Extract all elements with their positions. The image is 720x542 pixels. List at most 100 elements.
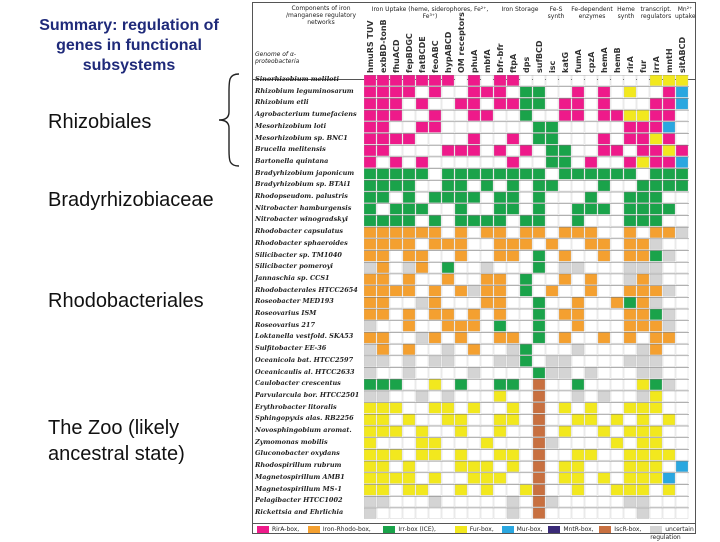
matrix-cell <box>441 379 455 391</box>
matrix-cell <box>519 472 533 484</box>
matrix-cell <box>467 250 481 262</box>
matrix-cell <box>558 75 572 86</box>
matrix-cell <box>415 180 429 192</box>
matrix-cell <box>454 343 468 355</box>
matrix-cell <box>376 145 390 157</box>
matrix-cell <box>467 75 481 86</box>
matrix-cell <box>480 437 494 449</box>
matrix-cell <box>636 156 650 168</box>
matrix-cell <box>493 367 507 379</box>
matrix-cell <box>597 203 611 215</box>
matrix-cell <box>519 273 533 285</box>
matrix-cell <box>636 238 650 250</box>
matrix-cell <box>480 332 494 344</box>
matrix-cell <box>364 297 377 309</box>
matrix-cell <box>441 250 455 262</box>
matrix-cell <box>454 168 468 180</box>
matrix-cell <box>571 496 585 508</box>
matrix-cell <box>545 402 559 414</box>
column-label: isc <box>548 60 557 73</box>
matrix-cell <box>402 437 416 449</box>
matrix-cell <box>675 86 689 98</box>
matrix-cell <box>532 437 546 449</box>
matrix-cell <box>545 496 559 508</box>
legend-label: IscR-box, <box>614 526 642 533</box>
matrix-cell <box>402 180 416 192</box>
matrix-cell <box>597 320 611 332</box>
matrix-cell <box>623 262 637 274</box>
matrix-cell <box>364 191 377 203</box>
matrix-cell <box>428 121 442 133</box>
matrix-cell <box>428 449 442 461</box>
matrix-cell <box>636 472 650 484</box>
matrix-cell <box>389 449 403 461</box>
matrix-cell <box>571 133 585 145</box>
matrix-cell <box>519 250 533 262</box>
matrix-cell <box>506 507 520 519</box>
matrix-cell <box>558 250 572 262</box>
matrix-cell <box>454 109 468 121</box>
matrix-cell <box>415 472 429 484</box>
matrix-cell <box>662 121 676 133</box>
matrix-cell <box>519 484 533 496</box>
matrix-cell <box>467 496 481 508</box>
matrix-cell <box>649 460 663 472</box>
iron-storage-caption: Iron Storage <box>501 6 539 13</box>
matrix-cell <box>402 75 416 86</box>
matrix-cell <box>519 215 533 227</box>
matrix-cell <box>649 273 663 285</box>
matrix-cell <box>571 367 585 379</box>
matrix-cell <box>493 262 507 274</box>
matrix-cell <box>532 226 546 238</box>
matrix-cell <box>415 285 429 297</box>
matrix-cell <box>662 145 676 157</box>
matrix-cell <box>649 425 663 437</box>
matrix-cell <box>506 133 520 145</box>
matrix-cell <box>415 449 429 461</box>
matrix-cell <box>532 250 546 262</box>
matrix-cell <box>532 414 546 426</box>
matrix-cell <box>532 109 546 121</box>
matrix-cell <box>376 75 390 86</box>
matrix-cell <box>493 308 507 320</box>
matrix-cell <box>662 460 676 472</box>
matrix-cell <box>480 402 494 414</box>
matrix-cell <box>675 414 689 426</box>
matrix-cell <box>389 379 403 391</box>
matrix-cell <box>428 472 442 484</box>
matrix-cell <box>610 414 624 426</box>
matrix-cell <box>389 156 403 168</box>
matrix-cell <box>389 191 403 203</box>
matrix-cell <box>584 484 598 496</box>
matrix-cell <box>571 238 585 250</box>
matrix-cell <box>558 238 572 250</box>
matrix-cell <box>545 98 559 110</box>
matrix-cell <box>623 355 637 367</box>
organism-label: Caulobacter crescentus <box>255 379 341 388</box>
matrix-cell <box>532 332 546 344</box>
matrix-cell <box>571 203 585 215</box>
matrix-cell <box>415 355 429 367</box>
matrix-cell <box>364 367 377 379</box>
matrix-cell <box>493 75 507 86</box>
matrix-cell <box>480 262 494 274</box>
matrix-cell <box>454 320 468 332</box>
matrix-cell <box>584 297 598 309</box>
matrix-cell <box>597 86 611 98</box>
matrix-cell <box>364 460 377 472</box>
matrix-cell <box>467 215 481 227</box>
matrix-cell <box>441 285 455 297</box>
matrix-cell <box>415 98 429 110</box>
matrix-cell <box>675 355 689 367</box>
matrix-cell <box>532 308 546 320</box>
matrix-cell <box>428 437 442 449</box>
matrix-cell <box>389 203 403 215</box>
matrix-cell <box>389 414 403 426</box>
matrix-cell <box>428 460 442 472</box>
matrix-cell <box>675 437 689 449</box>
matrix-cell <box>623 121 637 133</box>
matrix-cell <box>376 168 390 180</box>
matrix-cell <box>649 484 663 496</box>
matrix-cell <box>493 449 507 461</box>
matrix-cell <box>480 168 494 180</box>
